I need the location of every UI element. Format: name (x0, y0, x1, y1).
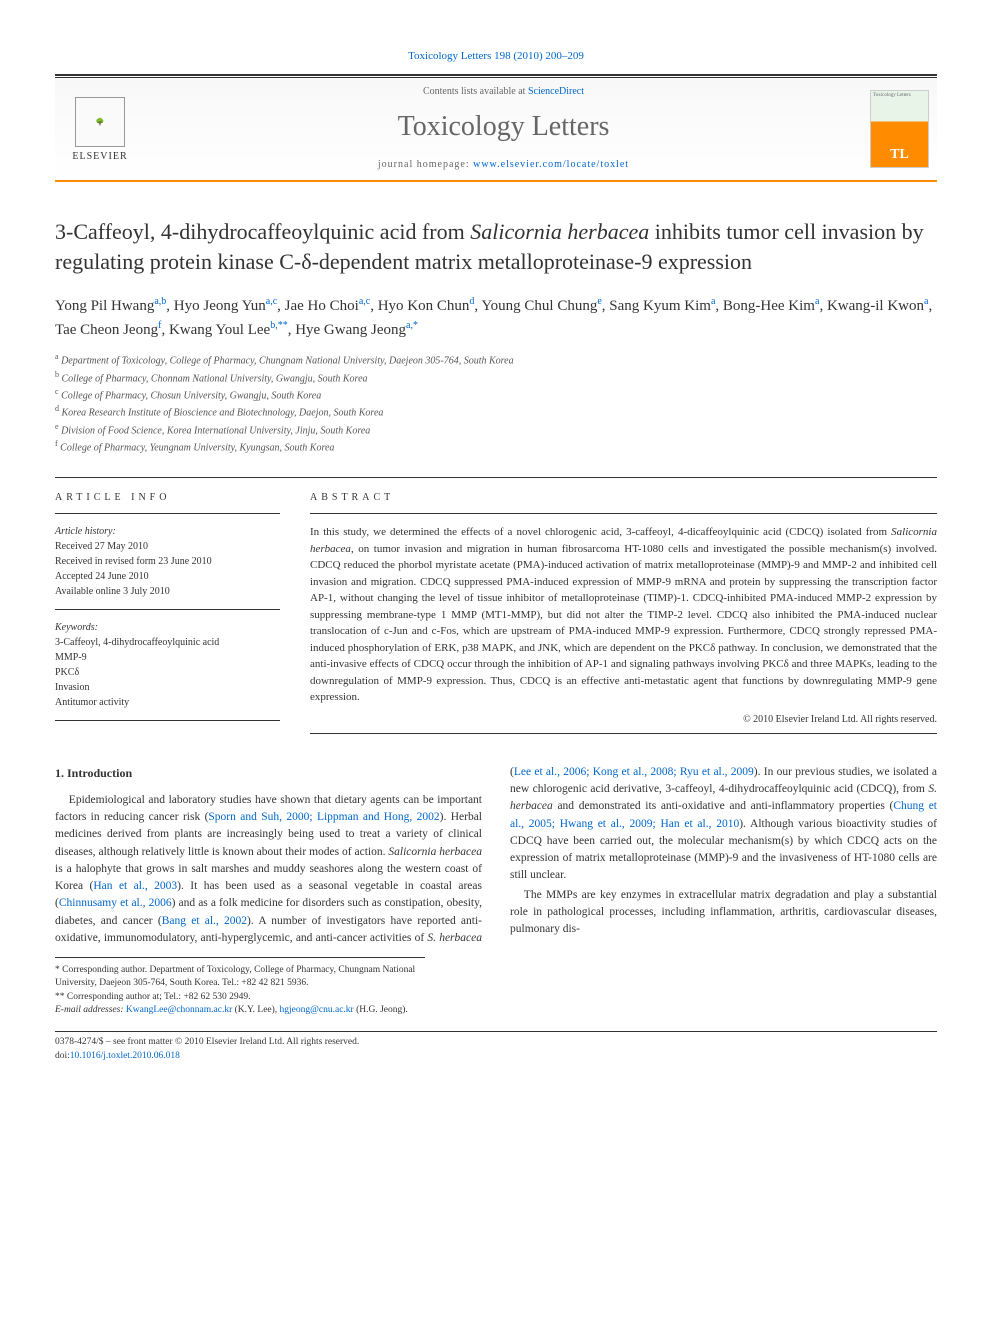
affiliations-list: a Department of Toxicology, College of P… (55, 351, 937, 455)
abstract-p2: , on tumor invasion and migration in hum… (310, 543, 937, 704)
email-link[interactable]: KwangLee@chonnam.ac.kr (126, 1005, 232, 1015)
section-heading: 1. Introduction (55, 764, 482, 782)
journal-name: Toxicology Letters (145, 111, 862, 143)
citation-line: Toxicology Letters 198 (2010) 200–209 (55, 50, 937, 62)
ref-link[interactable]: Sporn and Suh, 2000; Lippman and Hong, 2… (208, 811, 439, 823)
email-line: E-mail addresses: KwangLee@chonnam.ac.kr… (55, 1004, 425, 1017)
title-text-1: 3-Caffeoyl, 4-dihydrocaffeoylquinic acid… (55, 219, 470, 244)
keyword-line: MMP-9 (55, 650, 280, 665)
abstract-heading: abstract (310, 478, 937, 514)
ref-link[interactable]: Lee et al., 2006; Kong et al., 2008; Ryu… (514, 766, 754, 778)
sciencedirect-link[interactable]: ScienceDirect (528, 86, 584, 97)
keywords-label: Keywords: (55, 620, 280, 635)
homepage-prefix: journal homepage: (378, 159, 473, 170)
abstract-column: abstract In this study, we determined th… (310, 478, 937, 734)
authors-list: Yong Pil Hwanga,b, Hyo Jeong Yuna,c, Jae… (55, 294, 937, 341)
contents-line: Contents lists available at ScienceDirec… (145, 86, 862, 97)
history-line: Available online 3 July 2010 (55, 584, 280, 599)
keywords-block: Keywords: 3-Caffeoyl, 4-dihydrocaffeoylq… (55, 610, 280, 721)
ref-link[interactable]: Bang et al., 2002 (162, 915, 247, 927)
cover-thumbnail: Toxicology Letters TL (870, 90, 929, 168)
contents-prefix: Contents lists available at (423, 86, 528, 97)
body-text: 1. Introduction Epidemiological and labo… (55, 764, 937, 947)
affiliation-line: c College of Pharmacy, Chosun University… (55, 386, 937, 403)
doi-line: doi:10.1016/j.toxlet.2010.06.018 (55, 1050, 937, 1063)
article-history-block: Article history: Received 27 May 2010Rec… (55, 514, 280, 610)
history-line: Received in revised form 23 June 2010 (55, 554, 280, 569)
article-info-column: article info Article history: Received 2… (55, 478, 280, 734)
publisher-logo-box: 🌳 ELSEVIER (55, 78, 145, 180)
ref-link[interactable]: Chinnusamy et al., 2006 (59, 897, 172, 909)
affiliation-line: f College of Pharmacy, Yeungnam Universi… (55, 438, 937, 455)
history-line: Accepted 24 June 2010 (55, 569, 280, 584)
affiliation-line: b College of Pharmacy, Chonnam National … (55, 369, 937, 386)
ref-link[interactable]: Han et al., 2003 (93, 880, 177, 892)
keyword-line: 3-Caffeoyl, 4-dihydrocaffeoylquinic acid (55, 635, 280, 650)
cover-logo: TL (871, 143, 928, 167)
keyword-line: PKCδ (55, 665, 280, 680)
journal-header: 🌳 ELSEVIER Contents lists available at S… (55, 77, 937, 182)
abstract-text: In this study, we determined the effects… (310, 514, 937, 706)
email-label: E-mail addresses: (55, 1005, 126, 1015)
doi-link[interactable]: 10.1016/j.toxlet.2010.06.018 (70, 1051, 180, 1061)
affiliation-line: a Department of Toxicology, College of P… (55, 351, 937, 368)
homepage-link[interactable]: www.elsevier.com/locate/toxlet (473, 159, 629, 170)
keyword-line: Antitumor activity (55, 695, 280, 710)
abstract-p1: In this study, we determined the effects… (310, 526, 891, 538)
history-label: Article history: (55, 524, 280, 539)
article-info-heading: article info (55, 478, 280, 514)
email-link[interactable]: hgjeong@cnu.ac.kr (280, 1005, 354, 1015)
footnotes: * Corresponding author. Department of To… (55, 957, 425, 1017)
cover-label: Toxicology Letters (871, 91, 928, 100)
elsevier-tree-icon: 🌳 (75, 97, 125, 147)
publisher-name: ELSEVIER (72, 151, 127, 162)
article-title: 3-Caffeoyl, 4-dihydrocaffeoylquinic acid… (55, 217, 937, 276)
affiliation-line: e Division of Food Science, Korea Intern… (55, 421, 937, 438)
header-top-rule (55, 74, 937, 76)
homepage-line: journal homepage: www.elsevier.com/locat… (145, 159, 862, 170)
front-matter-line: 0378-4274/$ – see front matter © 2010 El… (55, 1036, 937, 1049)
bottom-matter: 0378-4274/$ – see front matter © 2010 El… (55, 1031, 937, 1063)
corresponding-author-2: ** Corresponding author at; Tel.: +82 62… (55, 991, 425, 1004)
corresponding-author-1: * Corresponding author. Department of To… (55, 964, 425, 991)
affiliation-line: d Korea Research Institute of Bioscience… (55, 403, 937, 420)
history-line: Received 27 May 2010 (55, 539, 280, 554)
paragraph-2: The MMPs are key enzymes in extracellula… (510, 887, 937, 939)
cover-thumbnail-box: Toxicology Letters TL (862, 78, 937, 180)
keyword-line: Invasion (55, 680, 280, 695)
abstract-copyright: © 2010 Elsevier Ireland Ltd. All rights … (310, 714, 937, 734)
title-species: Salicornia herbacea (470, 219, 649, 244)
